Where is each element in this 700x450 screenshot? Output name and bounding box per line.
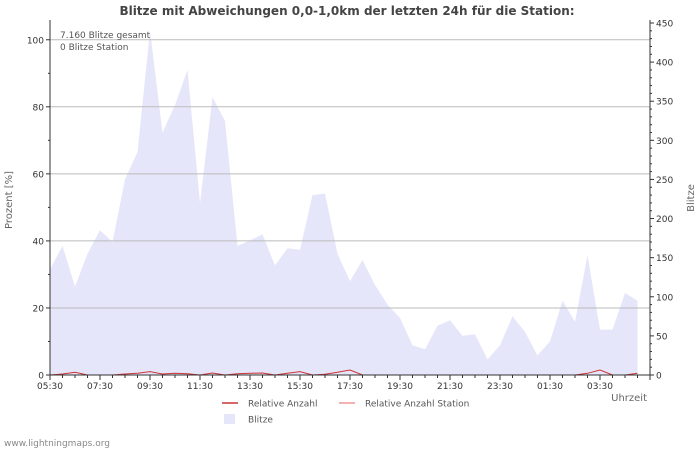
right-tick-label: 0 [656, 372, 662, 382]
x-tick-label: 23:30 [487, 382, 513, 392]
right-tick-label: 50 [656, 332, 668, 342]
y-axis-right-label: Blitze [686, 184, 697, 212]
y-axis-left-label: Prozent [%] [4, 171, 15, 229]
legend-label-1: Relative Anzahl Station [365, 400, 469, 410]
blitze-area [50, 30, 638, 376]
left-tick-label: 40 [33, 237, 45, 247]
right-tick-label: 200 [656, 215, 673, 225]
legend-swatch-2 [224, 414, 235, 424]
footer-source: www.lightningmaps.org [4, 439, 110, 449]
right-tick-label: 300 [656, 137, 673, 147]
x-tick-label: 01:30 [537, 382, 563, 392]
grid-layer [50, 39, 650, 309]
x-tick-label: 07:30 [87, 382, 113, 392]
right-tick-label: 250 [656, 176, 673, 186]
legend: Relative Anzahl Relative Anzahl Station Bl… [222, 400, 469, 426]
x-tick-label: 21:30 [437, 382, 463, 392]
left-tick-label: 0 [38, 372, 44, 382]
left-tick-label: 60 [33, 170, 45, 180]
right-tick-label: 350 [656, 98, 673, 108]
blitze-area-layer [50, 30, 638, 376]
right-tick-label: 100 [656, 293, 673, 303]
x-tick-label: 19:30 [387, 382, 413, 392]
legend-label-0: Relative Anzahl [248, 400, 317, 410]
annotation-total: 7.160 Blitze gesamt [60, 31, 151, 41]
annotation-station: 0 Blitze Station [60, 43, 128, 53]
chart-title: Blitze mit Abweichungen 0,0-1,0km der le… [119, 4, 574, 18]
left-tick-label: 80 [33, 103, 45, 113]
legend-label-2: Blitze [248, 416, 273, 426]
right-tick-label: 150 [656, 254, 673, 264]
x-tick-label: 03:30 [587, 382, 613, 392]
left-tick-label: 20 [33, 304, 45, 314]
left-tick-label: 100 [27, 36, 44, 46]
axis-layer: 0 20 40 60 80 100 0 50 100 150 200 250 300 350 400 450 0… [27, 20, 674, 393]
right-tick-label: 450 [656, 20, 673, 30]
x-tick-label: 13:30 [237, 382, 263, 392]
x-tick-label: 05:30 [37, 382, 63, 392]
x-tick-label: 11:30 [187, 382, 213, 392]
x-tick-label: 17:30 [337, 382, 363, 392]
x-tick-label: 15:30 [287, 382, 313, 392]
right-tick-label: 400 [656, 59, 673, 69]
x-axis-label: Uhrzeit [611, 393, 647, 404]
x-tick-label: 09:30 [137, 382, 163, 392]
